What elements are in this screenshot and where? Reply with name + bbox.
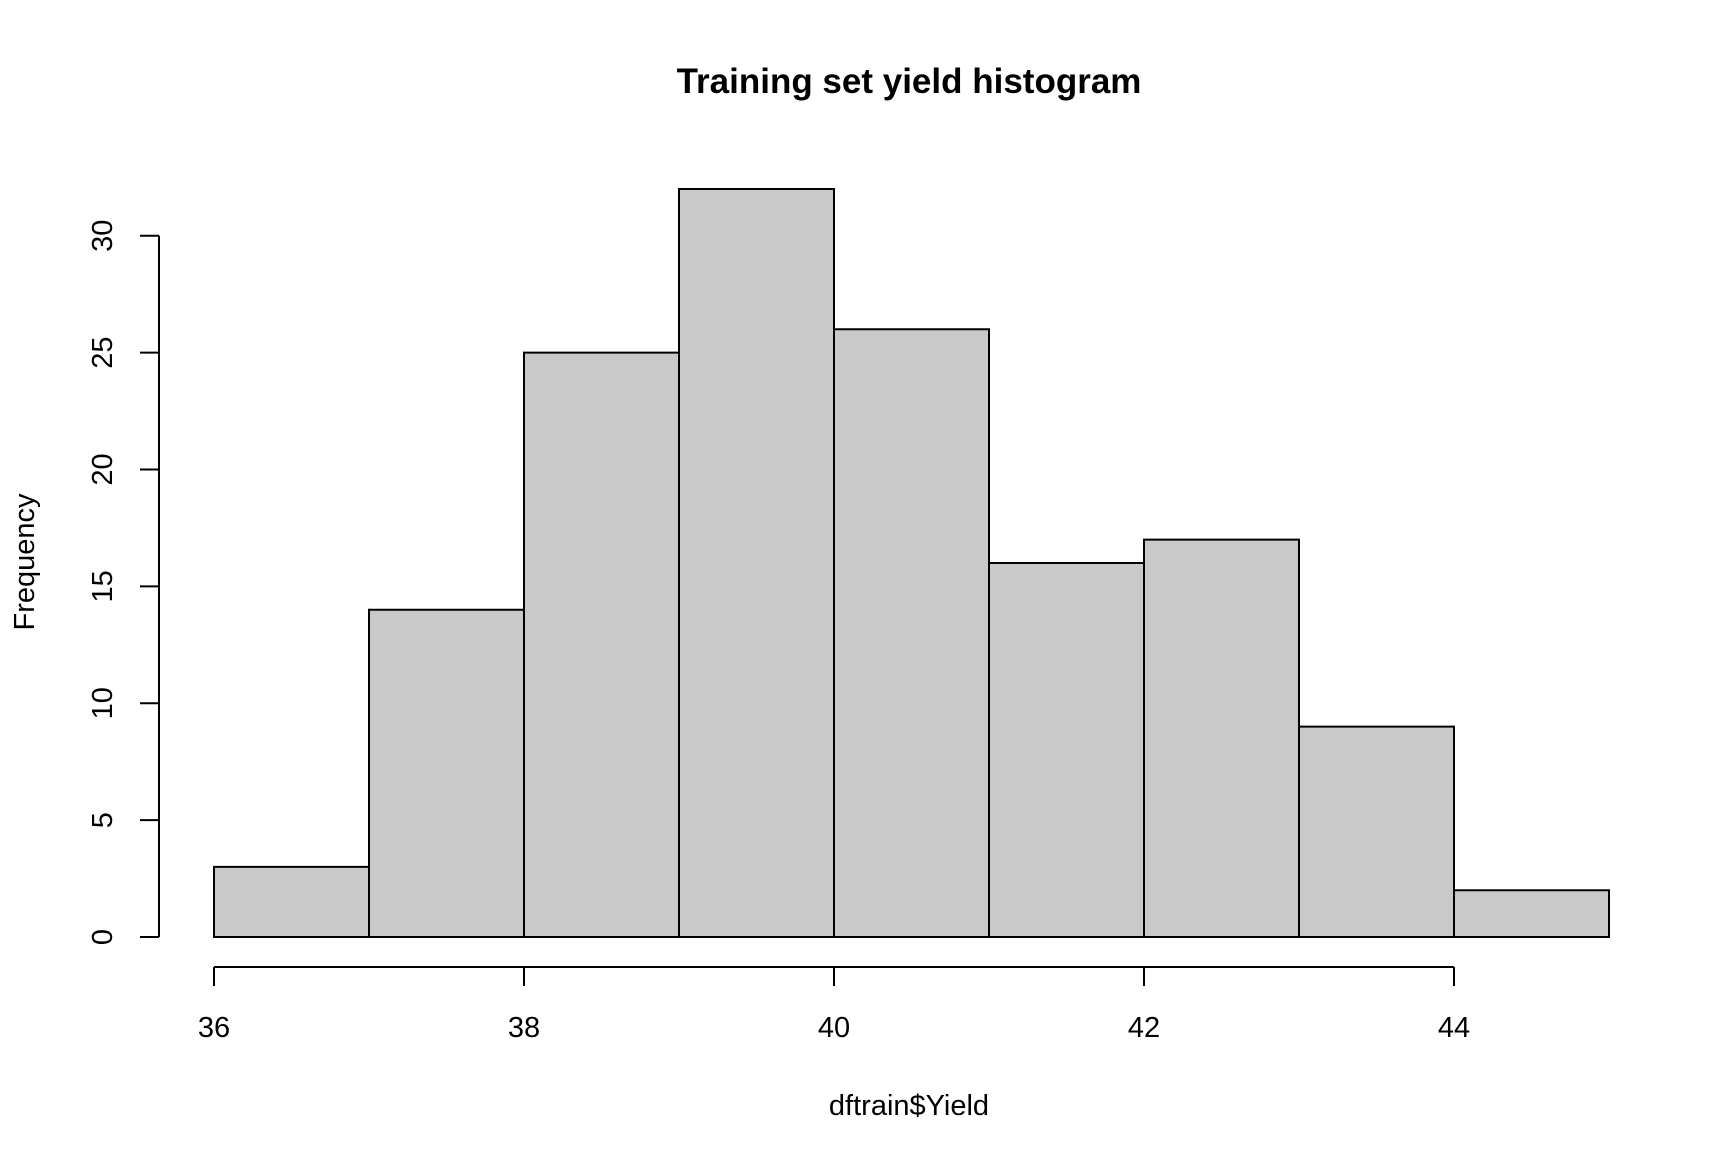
histogram-bar-41-42 bbox=[988, 562, 1145, 938]
histogram-bar-39-40 bbox=[678, 188, 835, 938]
histogram-bar-42-43 bbox=[1143, 538, 1300, 938]
x-axis: 36 38 40 42 44 bbox=[198, 966, 1470, 1044]
x-tick-label: 42 bbox=[1128, 1012, 1160, 1044]
histogram-bar-36-37 bbox=[213, 865, 370, 938]
y-tick-label: 0 bbox=[87, 929, 119, 945]
bars-group bbox=[213, 188, 1610, 938]
x-axis-label: dftrain$Yield bbox=[829, 1090, 989, 1122]
y-tick-label: 10 bbox=[87, 687, 119, 719]
histogram-bar-44-45 bbox=[1453, 889, 1610, 938]
y-tick-label: 30 bbox=[87, 220, 119, 252]
x-tick-label: 44 bbox=[1438, 1012, 1470, 1044]
y-axis: 0 5 10 15 20 25 30 bbox=[87, 220, 160, 945]
chart-title: Training set yield histogram bbox=[677, 62, 1142, 101]
y-tick-label: 20 bbox=[87, 453, 119, 485]
histogram-bar-43-44 bbox=[1298, 725, 1455, 938]
x-tick-label: 40 bbox=[818, 1012, 850, 1044]
x-tick-label: 38 bbox=[508, 1012, 540, 1044]
y-tick-label: 15 bbox=[87, 570, 119, 602]
histogram-bar-40-41 bbox=[833, 328, 990, 938]
x-tick-label: 36 bbox=[198, 1012, 230, 1044]
y-tick-label: 25 bbox=[87, 336, 119, 368]
histogram-bar-38-39 bbox=[523, 351, 680, 938]
y-axis-label: Frequency bbox=[9, 493, 41, 631]
histogram-bar-37-38 bbox=[368, 608, 525, 938]
y-tick-label: 5 bbox=[87, 812, 119, 828]
